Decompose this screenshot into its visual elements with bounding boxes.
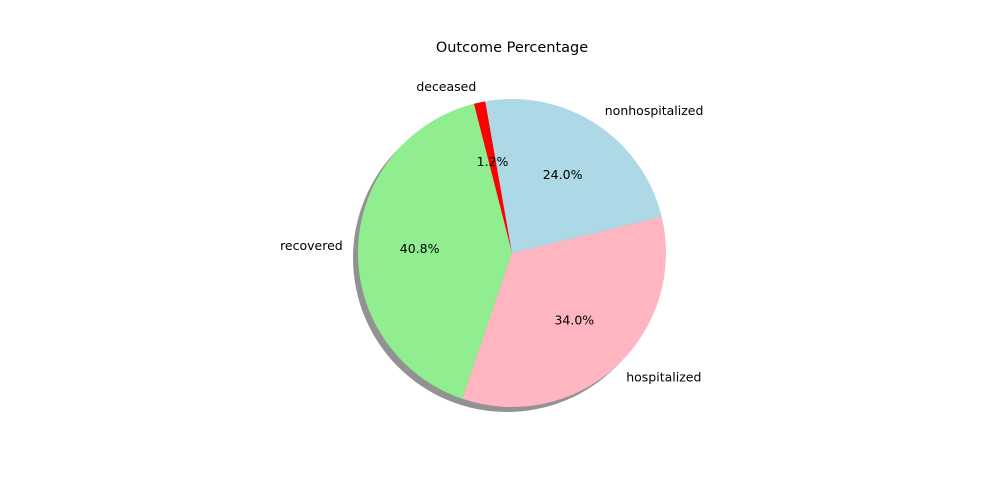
pie-slices	[358, 98, 666, 407]
pie-slice-recovered	[358, 103, 512, 399]
pie-slice-hospitalized	[462, 216, 666, 407]
slice-percent-nonhospitalized: 24.0%	[543, 167, 583, 182]
chart-title: Outcome Percentage	[436, 40, 588, 56]
slice-label-nonhospitalized: nonhospitalized	[605, 103, 704, 118]
slice-percent-hospitalized: 34.0%	[554, 313, 594, 328]
pie-labels: deceased 1.2% recovered 40.8% hospitalized 34…	[280, 79, 703, 385]
slice-label-recovered: recovered	[280, 238, 343, 253]
slice-percent-deceased: 1.2%	[477, 154, 509, 169]
slice-label-deceased: deceased	[416, 79, 476, 94]
slice-label-hospitalized: hospitalized	[626, 370, 701, 385]
slice-percent-recovered: 40.8%	[400, 241, 440, 256]
pie-slice-nonhospitalized	[485, 98, 662, 253]
pie-slice-deceased	[473, 101, 512, 254]
